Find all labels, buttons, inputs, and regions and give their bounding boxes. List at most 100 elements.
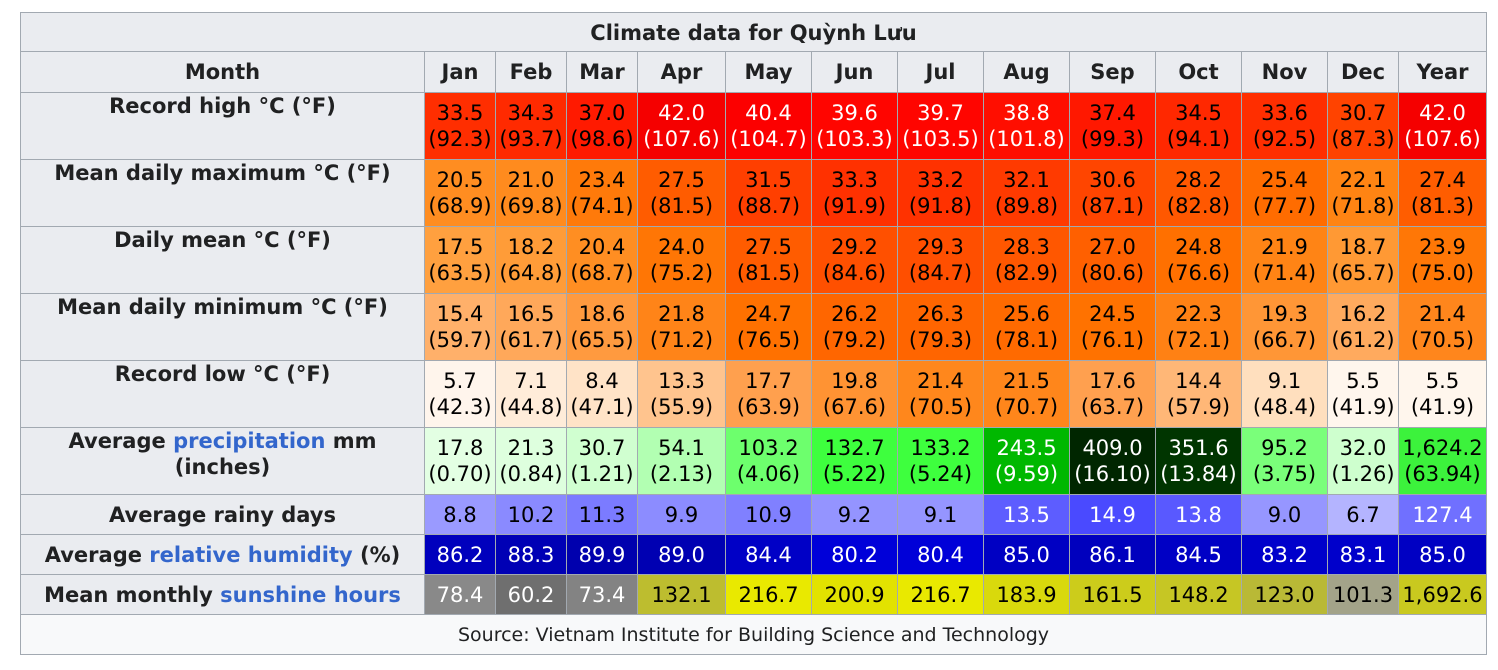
- data-cell: 83.2: [1241, 534, 1328, 575]
- converted-value: (61.2): [1331, 328, 1395, 352]
- data-cell: 27.0 (80.6): [1069, 226, 1156, 294]
- converted-value: (67.6): [822, 395, 887, 419]
- converted-value: (55.9): [649, 395, 714, 419]
- data-cell: 37.0 (98.6): [566, 92, 638, 160]
- converted-value: (93.7): [499, 127, 563, 151]
- celsius-value: 42.0: [658, 101, 705, 125]
- data-cell: 22.3 (72.1): [1155, 293, 1242, 361]
- data-cell: 95.2 (3.75): [1241, 427, 1328, 495]
- converted-value: (66.7): [1252, 328, 1317, 352]
- converted-value: (63.9): [736, 395, 801, 419]
- data-cell: 21.5 (70.7): [983, 360, 1070, 428]
- converted-value: (87.1): [1080, 194, 1145, 218]
- month-header-apr: Apr: [637, 51, 726, 93]
- converted-value: (107.6): [643, 127, 720, 151]
- celsius-value: 1,624.2: [1402, 436, 1483, 460]
- converted-value: (16.10): [1074, 462, 1151, 486]
- celsius-value: 18.2: [507, 235, 555, 259]
- month-header-jul: Jul: [897, 51, 984, 93]
- converted-value: (81.5): [649, 194, 714, 218]
- data-cell: 29.3 (84.7): [897, 226, 984, 294]
- celsius-value: 16.2: [1339, 302, 1387, 326]
- data-cell: 24.0 (75.2): [637, 226, 726, 294]
- data-cell: 24.7 (76.5): [725, 293, 812, 361]
- data-cell: 54.1 (2.13): [637, 427, 726, 495]
- data-cell: 21.9 (71.4): [1241, 226, 1328, 294]
- row-label-text: Average: [44, 542, 150, 567]
- data-cell: 23.9 (75.0): [1398, 226, 1487, 294]
- month-header-may: May: [725, 51, 812, 93]
- row-label-text: Mean monthly: [44, 582, 221, 607]
- celsius-value: 26.3: [917, 302, 964, 326]
- data-cell: 84.4: [725, 534, 812, 575]
- celsius-value: 38.8: [1003, 101, 1050, 125]
- converted-value: (76.1): [1080, 328, 1145, 352]
- data-cell: 123.0: [1241, 574, 1328, 615]
- converted-value: (99.3): [1080, 127, 1145, 151]
- converted-value: (87.3): [1331, 127, 1395, 151]
- data-cell: 5.5 (41.9): [1398, 360, 1487, 428]
- converted-value: (0.70): [428, 462, 492, 486]
- data-cell: 16.5 (61.7): [495, 293, 567, 361]
- row-label: Daily mean °C (°F): [20, 226, 425, 294]
- data-cell: 7.1 (44.8): [495, 360, 567, 428]
- row-label-link[interactable]: sunshine hours: [220, 582, 401, 607]
- data-cell: 21.4 (70.5): [1398, 293, 1487, 361]
- data-cell: 5.7 (42.3): [424, 360, 496, 428]
- row-label-link[interactable]: relative humidity: [149, 542, 353, 567]
- data-cell: 33.5 (92.3): [424, 92, 496, 160]
- converted-value: (64.8): [499, 261, 563, 285]
- month-header-dec: Dec: [1327, 51, 1399, 93]
- data-cell: 37.4 (99.3): [1069, 92, 1156, 160]
- row-label-text: mm (inches): [174, 429, 377, 479]
- celsius-value: 26.2: [831, 302, 878, 326]
- data-cell: 40.4 (104.7): [725, 92, 812, 160]
- data-cell: 34.5 (94.1): [1155, 92, 1242, 160]
- data-cell: 30.7 (87.3): [1327, 92, 1399, 160]
- row-label-link[interactable]: precipitation: [173, 429, 326, 453]
- converted-value: (1.21): [570, 462, 634, 486]
- converted-value: (5.24): [908, 462, 973, 486]
- converted-value: (81.5): [736, 261, 801, 285]
- data-cell: 8.8: [424, 494, 496, 535]
- converted-value: (89.8): [994, 194, 1059, 218]
- data-cell: 38.8 (101.8): [983, 92, 1070, 160]
- data-cell: 80.4: [897, 534, 984, 575]
- converted-value: (48.4): [1252, 395, 1317, 419]
- celsius-value: 42.0: [1419, 101, 1466, 125]
- converted-value: (63.5): [428, 261, 492, 285]
- converted-value: (68.7): [570, 261, 634, 285]
- converted-value: (71.2): [649, 328, 714, 352]
- celsius-value: 30.7: [1339, 101, 1387, 125]
- data-cell: 10.2: [495, 494, 567, 535]
- data-cell: 30.7 (1.21): [566, 427, 638, 495]
- table-title: Climate data for Quỳnh Lưu: [20, 12, 1487, 51]
- converted-value: (59.7): [428, 328, 492, 352]
- data-cell: 28.2 (82.8): [1155, 159, 1242, 227]
- celsius-value: 409.0: [1082, 436, 1143, 460]
- converted-value: (82.8): [1166, 194, 1231, 218]
- converted-value: (81.3): [1410, 194, 1475, 218]
- data-cell: 17.6 (63.7): [1069, 360, 1156, 428]
- data-cell: 26.3 (79.3): [897, 293, 984, 361]
- converted-value: (65.5): [570, 328, 634, 352]
- celsius-value: 25.4: [1261, 168, 1308, 192]
- converted-value: (103.5): [902, 127, 979, 151]
- table-row: Daily mean °C (°F) 17.5 (63.5) 18.2 (64.8) 20…: [20, 226, 1487, 294]
- converted-value: (80.6): [1080, 261, 1145, 285]
- month-header-oct: Oct: [1155, 51, 1242, 93]
- converted-value: (3.75): [1252, 462, 1317, 486]
- data-cell: 18.2 (64.8): [495, 226, 567, 294]
- converted-value: (92.5): [1252, 127, 1317, 151]
- converted-value: (9.59): [994, 462, 1059, 486]
- celsius-value: 17.8: [436, 436, 484, 460]
- celsius-value: 17.6: [1089, 369, 1136, 393]
- data-cell: 13.5: [983, 494, 1070, 535]
- converted-value: (91.9): [822, 194, 887, 218]
- celsius-value: 32.1: [1003, 168, 1050, 192]
- celsius-value: 21.9: [1261, 235, 1308, 259]
- month-header-nov: Nov: [1241, 51, 1328, 93]
- data-cell: 351.6 (13.84): [1155, 427, 1242, 495]
- data-cell: 89.0: [637, 534, 726, 575]
- data-cell: 243.5 (9.59): [983, 427, 1070, 495]
